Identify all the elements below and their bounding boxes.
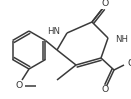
Text: O: O bbox=[15, 80, 23, 89]
Text: NH: NH bbox=[115, 36, 128, 44]
Text: O: O bbox=[101, 0, 109, 9]
Text: O: O bbox=[128, 59, 131, 69]
Text: HN: HN bbox=[47, 28, 60, 37]
Text: O: O bbox=[101, 86, 109, 95]
